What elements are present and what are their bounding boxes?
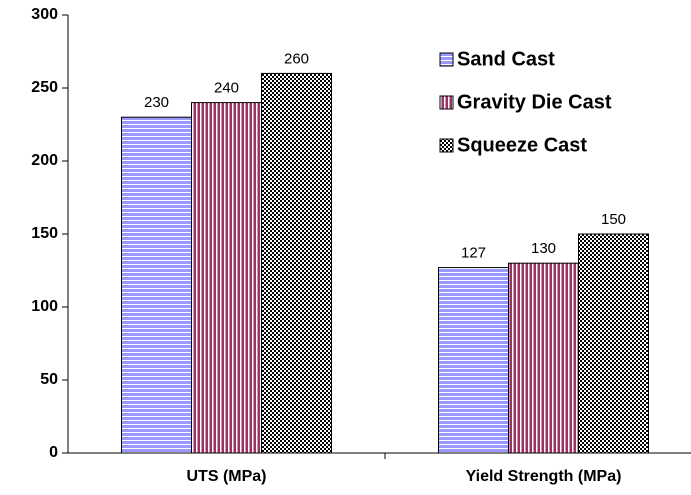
y-tick-label: 0: [49, 444, 58, 461]
value-label: 240: [214, 80, 239, 97]
value-label: 130: [531, 240, 556, 257]
x-tick-label: Yield Strength (MPa): [466, 468, 622, 485]
legend-swatch: [439, 138, 454, 153]
value-label: 127: [461, 245, 486, 262]
y-tick-label: 300: [31, 6, 58, 23]
y-tick-label: 150: [31, 225, 58, 242]
legend-label: Gravity Die Cast: [457, 91, 612, 113]
y-tick-label: 100: [31, 298, 58, 315]
bar: [261, 72, 332, 454]
value-label: 150: [601, 211, 626, 228]
y-tick-label: 200: [31, 152, 58, 169]
bar: [121, 116, 192, 454]
y-tick-label: 250: [31, 79, 58, 96]
legend-label: Squeeze Cast: [457, 134, 587, 156]
bar: [438, 267, 509, 454]
bar: [578, 233, 649, 454]
bar: [191, 102, 262, 454]
y-tick-label: 50: [40, 371, 58, 388]
legend-label: Sand Cast: [457, 48, 555, 70]
bar: [508, 262, 579, 454]
legend-swatch: [439, 52, 454, 67]
value-label: 260: [284, 50, 309, 67]
legend-swatch: [439, 95, 454, 110]
value-label: 230: [144, 94, 169, 111]
x-tick-label: UTS (MPa): [187, 468, 267, 485]
